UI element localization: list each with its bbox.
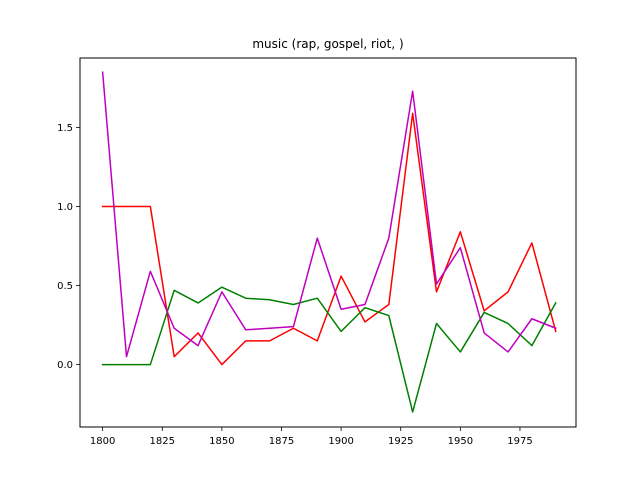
x-axis: 1800 1825 1850 1875 1900 1925 1950 1975 <box>90 427 533 447</box>
series-line-3 <box>101 71 557 358</box>
chart-title: music (rap, gospel, riot, ) <box>252 37 403 51</box>
x-tick-label: 1900 <box>328 436 353 447</box>
y-tick-label: 0.5 <box>57 281 73 292</box>
x-tick-label: 1975 <box>507 436 532 447</box>
x-tick-label: 1800 <box>90 436 115 447</box>
series-line-1 <box>101 112 557 366</box>
y-tick-label: 0.0 <box>57 360 73 371</box>
x-tick-label: 1825 <box>150 436 175 447</box>
x-tick-label: 1925 <box>388 436 413 447</box>
plot-frame <box>79 57 577 428</box>
x-tick-label: 1875 <box>269 436 294 447</box>
y-axis: 0.0 0.5 1.0 1.5 <box>57 123 80 371</box>
y-tick-label: 1.5 <box>57 123 73 134</box>
x-tick-label: 1850 <box>209 436 234 447</box>
y-tick-label: 1.0 <box>57 202 73 213</box>
x-tick-label: 1950 <box>448 436 473 447</box>
series-layer <box>101 71 557 413</box>
